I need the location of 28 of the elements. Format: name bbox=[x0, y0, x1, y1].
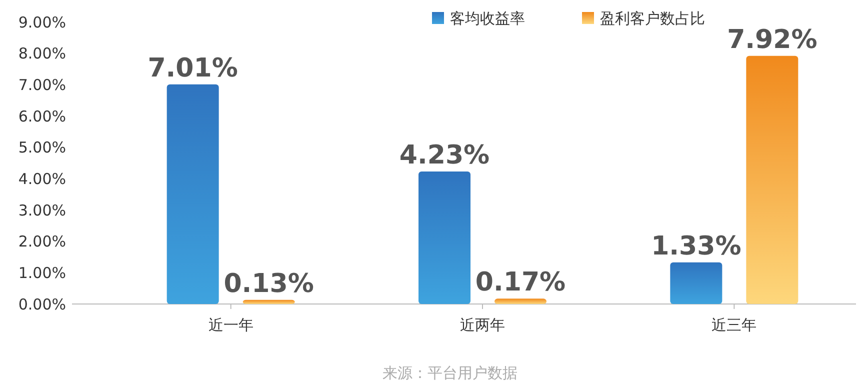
y-tick-label: 8.00% bbox=[18, 44, 66, 63]
text: 0.17% bbox=[475, 268, 566, 298]
y-tick-label: 3.00% bbox=[18, 201, 66, 220]
y-tick-label: 6.00% bbox=[18, 107, 66, 126]
legend-label: 客均收益率 bbox=[450, 9, 525, 28]
text: 1.33% bbox=[651, 231, 742, 262]
text: 7.01% bbox=[148, 53, 238, 84]
bar bbox=[670, 262, 722, 304]
x-tick-label: 近两年 bbox=[460, 316, 505, 334]
y-tick-label: 4.00% bbox=[18, 170, 66, 188]
text: 4.23% bbox=[399, 140, 490, 170]
y-tick-label: 1.00% bbox=[18, 264, 66, 282]
bar bbox=[166, 84, 219, 304]
legend-label: 盈利客户数占比 bbox=[600, 9, 705, 28]
x-tick-label: 近一年 bbox=[208, 316, 254, 334]
text: 0.13% bbox=[224, 268, 314, 299]
text: 7.92% bbox=[727, 24, 818, 55]
y-tick-label: 5.00% bbox=[18, 138, 66, 157]
bar bbox=[242, 300, 295, 304]
source-note: 来源：平台用户数据 bbox=[382, 364, 518, 382]
bar bbox=[418, 171, 470, 304]
y-tick-label: 9.00% bbox=[18, 13, 66, 32]
x-tick-label: 近三年 bbox=[712, 316, 757, 334]
bar bbox=[746, 56, 798, 304]
y-tick-label: 0.00% bbox=[18, 295, 66, 314]
bar bbox=[494, 298, 546, 304]
y-tick-label: 7.00% bbox=[18, 76, 66, 94]
y-tick-label: 2.00% bbox=[18, 232, 66, 251]
